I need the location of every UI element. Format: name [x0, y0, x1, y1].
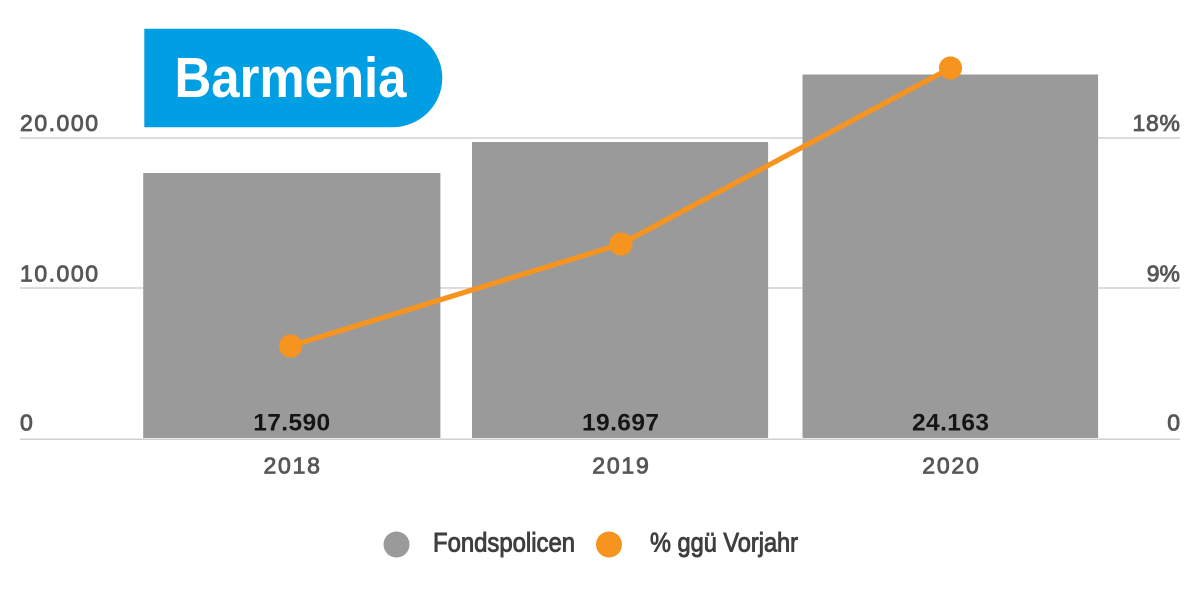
svg-text:2020: 2020	[922, 453, 979, 479]
svg-text:Barmenia: Barmenia	[175, 46, 408, 109]
svg-text:9%: 9%	[1147, 261, 1180, 287]
svg-text:0: 0	[1167, 410, 1180, 436]
svg-text:% ggü Vorjahr: % ggü Vorjahr	[650, 527, 798, 557]
svg-text:10.000: 10.000	[20, 261, 98, 287]
svg-text:0: 0	[20, 410, 33, 436]
svg-text:18%: 18%	[1133, 110, 1181, 136]
svg-text:2019: 2019	[592, 453, 649, 479]
svg-text:17.590: 17.590	[253, 409, 330, 436]
svg-text:Fondspolicen: Fondspolicen	[433, 527, 575, 557]
svg-text:24.163: 24.163	[912, 409, 989, 436]
svg-text:20.000: 20.000	[20, 110, 98, 136]
svg-text:19.697: 19.697	[582, 409, 659, 436]
svg-text:2018: 2018	[263, 453, 320, 479]
